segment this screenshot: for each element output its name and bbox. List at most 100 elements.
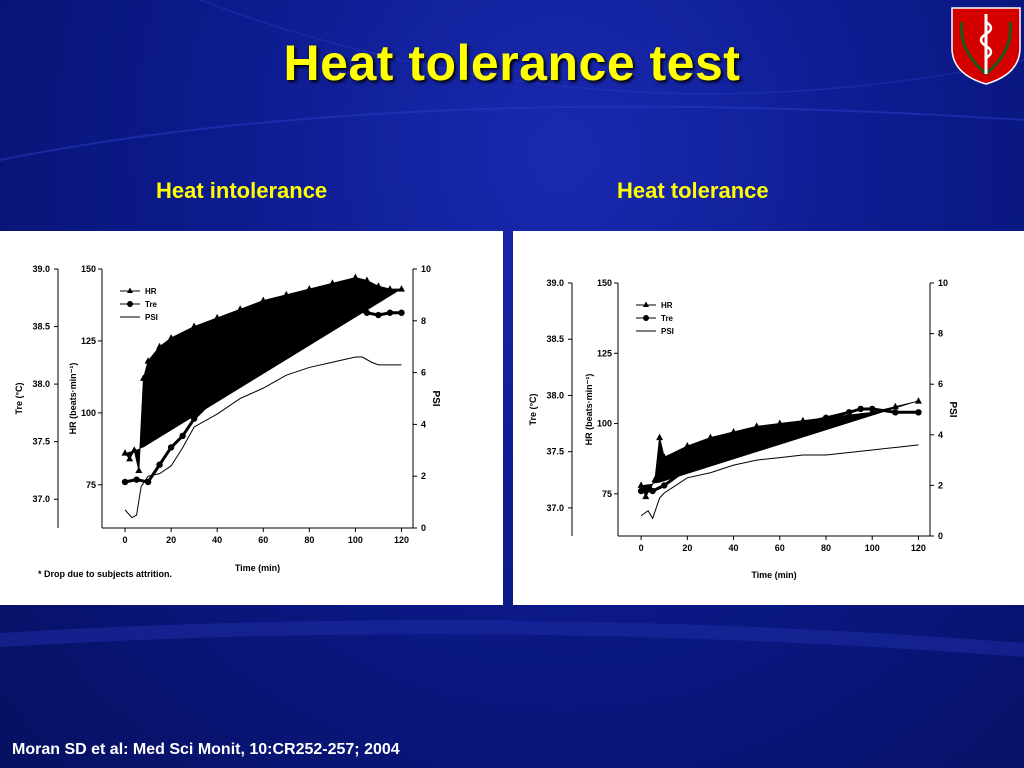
hr-filled-band	[125, 277, 402, 471]
hr-point	[236, 305, 244, 312]
tre-point	[133, 476, 140, 483]
citation: Moran SD et al: Med Sci Monit, 10:CR252-…	[12, 741, 400, 758]
tre-point	[707, 454, 714, 461]
x-tick-label: 60	[775, 543, 785, 553]
tre-point	[363, 309, 371, 316]
legend-label: Tre	[661, 314, 674, 323]
hr-point	[660, 453, 668, 460]
right-panel-heading: Heat tolerance	[617, 178, 769, 203]
legend-label: Tre	[145, 300, 158, 309]
psi-series-line	[124, 356, 402, 519]
hr-tick-label: 150	[597, 278, 612, 288]
psi-tick-label: 6	[938, 379, 943, 389]
hr-point	[139, 374, 147, 381]
psi-tick-label: 0	[421, 523, 426, 533]
tre-point	[329, 311, 336, 319]
hr-point	[130, 446, 138, 453]
hr-point	[706, 433, 714, 441]
tre-point	[730, 442, 737, 450]
psi-tick-label: 8	[421, 316, 426, 326]
hr-point	[656, 433, 664, 441]
tre-point	[869, 405, 876, 413]
tre-point	[213, 392, 221, 399]
tre-point	[179, 432, 186, 440]
tre-point	[845, 409, 853, 416]
tre-tick-label: 39.0	[546, 278, 564, 288]
hr-point	[144, 357, 152, 364]
hr-point	[190, 322, 198, 330]
tre-axis-label: Tre (°C)	[528, 393, 538, 425]
psi-axis-label: PSI	[947, 401, 958, 417]
hr-point	[730, 427, 738, 435]
psi-tick-label: 2	[938, 480, 943, 490]
legend-marker-triangle	[643, 301, 649, 307]
x-tick-label: 80	[304, 535, 314, 545]
hr-point	[914, 397, 922, 404]
tre-point	[892, 409, 899, 416]
left-panel-heading: Heat intolerance	[156, 178, 328, 203]
hr-point	[351, 273, 359, 281]
x-tick-label: 100	[348, 535, 363, 545]
hr-point	[305, 285, 313, 292]
hr-point	[167, 334, 175, 341]
tre-axis-label: Tre (°C)	[14, 382, 24, 414]
tre-point	[167, 444, 175, 451]
x-tick-label: 120	[394, 535, 409, 545]
hr-point	[891, 402, 899, 410]
x-tick-label: 80	[821, 543, 831, 553]
tre-point	[352, 306, 359, 313]
tre-point	[156, 461, 163, 468]
legend-label: PSI	[661, 327, 674, 336]
hr-point	[121, 449, 129, 456]
tre-point	[398, 309, 405, 316]
hr-point	[156, 342, 164, 350]
hr-tick-label: 125	[597, 348, 612, 358]
tre-point	[776, 425, 783, 433]
tre-point	[121, 478, 129, 486]
hr-point	[642, 492, 650, 500]
chart-panel-heat-intolerance: 0 20 40 60 80 100 120 Time (min) 37.0 37.5 38.0 38.…	[0, 231, 503, 605]
hr-point	[126, 454, 134, 462]
hr-tick-label: 125	[81, 336, 96, 346]
psi-tick-label: 10	[421, 264, 431, 274]
x-tick-label: 100	[865, 543, 880, 553]
tre-point	[283, 340, 290, 348]
psi-tick-label: 8	[938, 329, 943, 339]
tre-point	[260, 357, 267, 365]
tre-point	[386, 309, 394, 316]
medical-corps-emblem-icon	[951, 7, 1021, 85]
footnote: * Drop due to subjects attrition.	[38, 569, 172, 579]
tre-point	[915, 409, 922, 416]
hr-point	[651, 475, 659, 483]
tre-point	[684, 465, 691, 472]
psi-tick-label: 0	[938, 531, 943, 541]
legend-label: HR	[661, 301, 673, 310]
psi-tick-label: 4	[421, 419, 426, 429]
psi-tick-label: 10	[938, 278, 948, 288]
tre-point	[799, 420, 807, 427]
legend-marker-circle	[127, 301, 133, 307]
slide-title: Heat tolerance test	[283, 35, 741, 91]
legend-marker-circle	[643, 315, 649, 321]
tre-point	[306, 323, 313, 330]
tre-tick-label: 38.5	[546, 334, 564, 344]
x-tick-label: 20	[166, 535, 176, 545]
annotation-asterisk: *	[369, 285, 374, 297]
tre-tick-label: 37.0	[32, 494, 50, 504]
hr-axis-label: HR (beats·min⁻¹)	[584, 374, 594, 446]
hr-series-line	[124, 277, 402, 471]
psi-series-line	[640, 444, 919, 520]
hr-point	[259, 296, 267, 304]
hr-point	[753, 422, 761, 429]
hr-point	[683, 442, 691, 449]
legend-marker-triangle	[127, 287, 133, 293]
tre-point	[637, 487, 645, 495]
hr-tick-label: 100	[597, 419, 612, 429]
tre-tick-label: 37.5	[32, 437, 50, 447]
tre-tick-label: 38.0	[32, 379, 50, 389]
x-tick-label: 40	[729, 543, 739, 553]
x-tick-label: 0	[639, 543, 644, 553]
tre-point	[661, 482, 668, 489]
